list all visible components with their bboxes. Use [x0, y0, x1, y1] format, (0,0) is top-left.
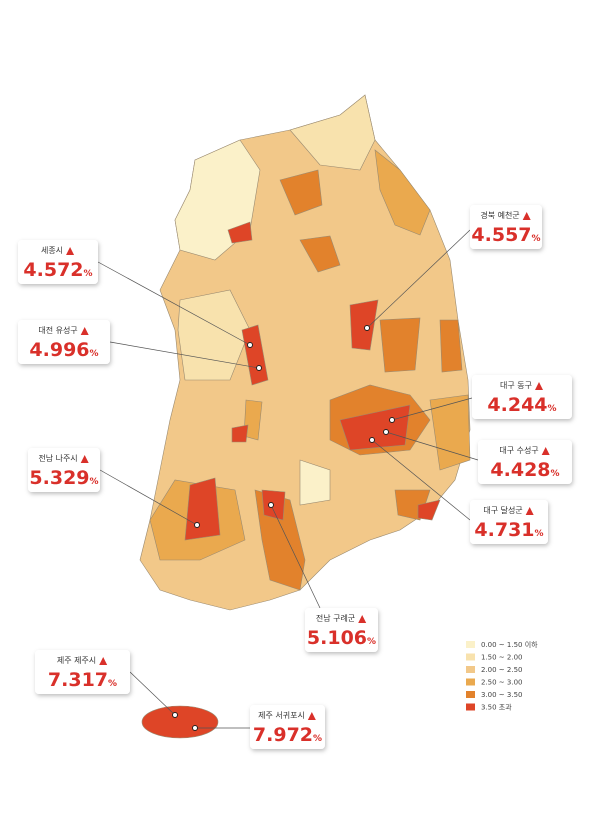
callout-box — [250, 705, 325, 749]
leader-line — [129, 671, 176, 716]
up-triangle — [358, 615, 367, 623]
leader-line — [97, 261, 251, 346]
location-dot — [247, 342, 253, 348]
callout-value: 4.428 — [490, 459, 550, 481]
callout-value: 5.329 — [29, 467, 89, 489]
leader-line — [270, 504, 321, 609]
leader-line — [109, 341, 260, 369]
callout-value: 4.996 — [29, 339, 89, 361]
callout-box — [478, 440, 572, 484]
location-dot — [256, 365, 262, 371]
callout-box — [305, 608, 378, 652]
up-triangle — [66, 247, 75, 255]
callout-value-line: 5.329% — [29, 467, 98, 489]
callout-value-line: 4.572% — [23, 259, 92, 281]
location-dot — [383, 429, 389, 435]
callout-unit: % — [535, 529, 544, 539]
callout-name: 전남 구례군 — [316, 613, 355, 623]
leader-line — [385, 431, 479, 461]
legend-label: 3.50 초과 — [481, 703, 512, 712]
up-triangle — [80, 327, 89, 335]
up-triangle — [307, 712, 316, 720]
leader-line — [371, 439, 471, 521]
callout-name: 전남 나주시 — [38, 453, 77, 463]
callout-name: 제주 서귀포시 — [258, 710, 305, 720]
legend-swatch — [466, 653, 475, 661]
legend-swatch — [466, 703, 475, 711]
callout-unit: % — [548, 404, 557, 414]
leader-line — [391, 397, 473, 421]
callout-value: 7.317 — [48, 669, 108, 691]
legend-label: 3.00 ~ 3.50 — [481, 691, 523, 699]
leader-line — [366, 229, 471, 329]
callout-box — [472, 375, 572, 419]
callout-value-line: 4.244% — [487, 394, 556, 416]
callout-value-line: 7.972% — [253, 724, 322, 746]
jeju — [141, 705, 219, 739]
callout-name: 대구 동구 — [500, 381, 532, 390]
callout-value-line: 4.996% — [29, 339, 98, 361]
callout-unit: % — [532, 234, 541, 244]
callout-value: 4.731 — [474, 519, 534, 541]
callouts: 경북 예천군 4.557% 세종시 4.572% 대전 유성구 4.996% 대구 동구 4.… — [18, 205, 572, 749]
location-dot — [364, 325, 370, 331]
callout-value: 4.572 — [23, 259, 83, 281]
callout-unit: % — [90, 349, 99, 359]
location-dot — [194, 522, 200, 528]
legend-swatch — [466, 678, 475, 686]
callout-box — [18, 320, 110, 364]
callout-name: 대구 달성군 — [483, 506, 522, 515]
leader-line — [99, 469, 198, 526]
legend-swatch — [466, 641, 475, 648]
location-dot — [369, 437, 375, 443]
callout-value: 5.106 — [307, 627, 367, 649]
callout-unit: % — [90, 477, 99, 487]
callout-name: 대구 수성구 — [499, 446, 538, 455]
callout-name: 경북 예천군 — [480, 210, 519, 220]
callout-value: 7.972 — [253, 724, 313, 746]
up-triangle — [80, 455, 89, 463]
callout-value-line: 4.557% — [471, 224, 540, 246]
callout-value: 4.244 — [487, 394, 547, 416]
callout-unit: % — [84, 269, 93, 279]
up-triangle — [534, 382, 543, 390]
callout-value-line: 5.106% — [307, 627, 376, 649]
mainland — [139, 94, 471, 611]
callout-box — [470, 205, 542, 249]
legend-swatch — [466, 666, 475, 673]
up-triangle — [522, 212, 531, 220]
callout-value-line: 7.317% — [48, 669, 117, 691]
up-triangle — [525, 507, 534, 515]
callout-name: 제주 제주시 — [57, 656, 96, 665]
callout-name: 대전 유성구 — [38, 325, 77, 335]
legend: 0.00 ~ 1.50 이하 1.50 ~ 2.00 2.00 ~ 2.50 2.50… — [466, 640, 538, 712]
location-dot — [268, 502, 274, 508]
callout-name: 세종시 — [41, 246, 63, 255]
location-dot — [389, 417, 395, 423]
callout-box — [35, 650, 130, 694]
legend-label: 2.00 ~ 2.50 — [481, 666, 523, 674]
legend-label: 0.00 ~ 1.50 이하 — [481, 640, 538, 649]
legend-label: 2.50 ~ 3.00 — [481, 679, 523, 687]
callout-box — [28, 448, 100, 492]
callout-value: 4.557 — [471, 224, 531, 246]
legend-label: 1.50 ~ 2.00 — [481, 654, 523, 662]
up-triangle — [541, 447, 550, 455]
callout-unit: % — [313, 734, 322, 744]
legend-swatch — [466, 691, 475, 698]
location-dot — [172, 712, 178, 718]
callout-box — [18, 240, 98, 284]
callout-value-line: 4.428% — [490, 459, 559, 481]
callout-unit: % — [367, 637, 376, 647]
location-dot — [192, 725, 198, 731]
callout-unit: % — [551, 469, 560, 479]
callout-unit: % — [108, 679, 117, 689]
up-triangle — [99, 657, 108, 665]
callout-value-line: 4.731% — [474, 519, 543, 541]
